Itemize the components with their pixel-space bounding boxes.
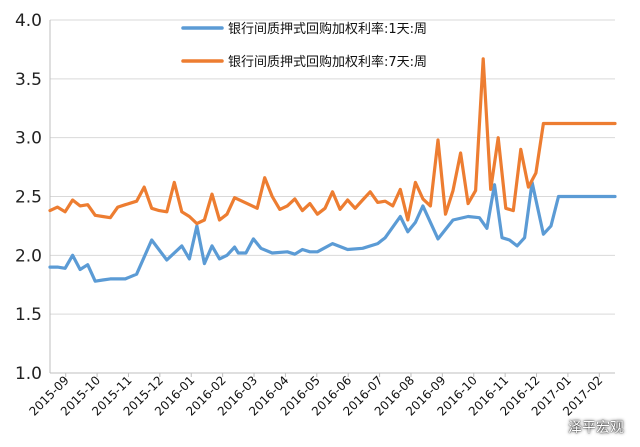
y-tick-label: 3.0 [15,129,42,149]
y-axis-ticks: 1.0 1.5 2.0 2.5 3.0 3.5 4.0 [15,11,42,384]
legend-label: 银行间质押式回购加权利率:1天:周 [228,21,427,37]
y-tick-label: 3.5 [15,70,42,90]
y-tick-label: 4.0 [15,11,42,31]
series-line-1day [48,180,617,283]
y-tick-label: 2.0 [15,246,42,266]
watermark: 泽平宏观 [568,420,624,436]
legend-label: 银行间质押式回购加权利率:7天:周 [228,54,427,70]
y-tick-label: 1.0 [15,364,42,384]
y-tick-label: 1.5 [15,305,42,325]
y-tick-label: 2.5 [15,188,42,208]
series-line-7day [48,57,617,226]
series-lines [48,57,617,283]
